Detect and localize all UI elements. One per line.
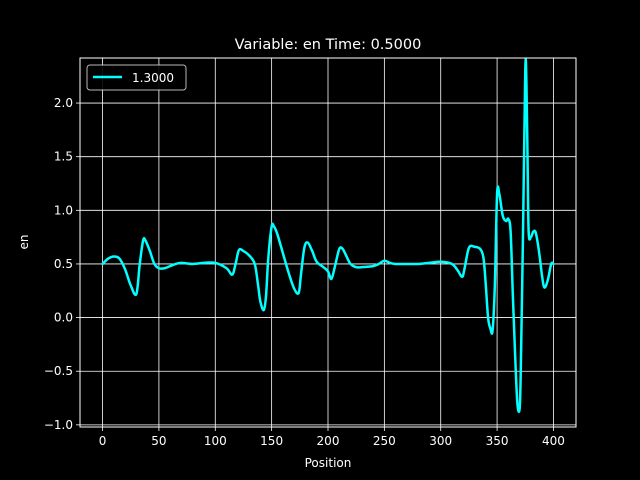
x-tick-label: 100	[204, 434, 227, 448]
x-tick-label: 300	[429, 434, 452, 448]
x-tick-label: 0	[99, 434, 107, 448]
y-tick-label: −0.5	[44, 364, 73, 378]
x-tick-label: 400	[542, 434, 565, 448]
y-axis-label: en	[17, 235, 31, 250]
x-tick-label: 200	[317, 434, 340, 448]
y-tick-label: 0.0	[54, 311, 73, 325]
x-axis-label: Position	[305, 456, 352, 470]
chart-title: Variable: en Time: 0.5000	[235, 37, 422, 53]
series-group	[101, 58, 555, 414]
y-tick-label: 2.0	[54, 96, 73, 110]
series-line	[101, 58, 555, 414]
legend: 1.3000	[86, 64, 187, 91]
y-axis-ticks: −1.0 −0.5 0.0 0.5 1.0 1.5 2.0	[44, 96, 80, 432]
x-tick-label: 250	[373, 434, 396, 448]
legend-label: 1.3000	[132, 71, 174, 85]
legend-box	[86, 64, 187, 91]
x-tick-label: 50	[151, 434, 166, 448]
plot-frame	[79, 57, 577, 428]
grid	[80, 58, 576, 427]
y-tick-label: 0.5	[54, 257, 73, 271]
x-axis-ticks: 0 50 100 150 200 250 300 350 400	[99, 427, 565, 448]
x-tick-label: 350	[486, 434, 509, 448]
x-tick-label: 150	[260, 434, 283, 448]
y-tick-label: 1.0	[54, 203, 73, 217]
y-tick-label: 1.5	[54, 150, 73, 164]
y-tick-label: −1.0	[44, 418, 73, 432]
